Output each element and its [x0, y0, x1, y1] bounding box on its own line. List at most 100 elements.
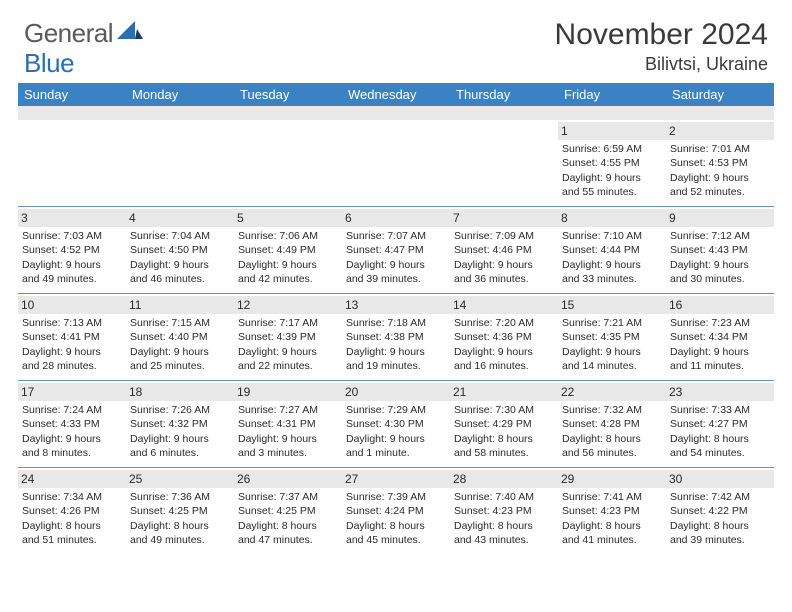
- day-detail: Sunset: 4:53 PM: [670, 156, 770, 170]
- day-cell: [18, 120, 126, 206]
- day-number: 26: [234, 470, 342, 488]
- day-number: 29: [558, 470, 666, 488]
- day-cell: 4 Sunrise: 7:04 AMSunset: 4:50 PMDaylight…: [126, 207, 234, 293]
- day-detail: Sunrise: 7:04 AM: [130, 229, 230, 243]
- day-detail: Sunset: 4:52 PM: [22, 243, 122, 257]
- day-detail: Sunrise: 7:24 AM: [22, 403, 122, 417]
- day-detail: Sunset: 4:43 PM: [670, 243, 770, 257]
- day-detail: Sunset: 4:25 PM: [238, 504, 338, 518]
- day-detail: Daylight: 8 hours: [346, 519, 446, 533]
- day-detail: and 22 minutes.: [238, 359, 338, 373]
- day-detail: and 58 minutes.: [454, 446, 554, 460]
- day-detail: Daylight: 9 hours: [346, 432, 446, 446]
- day-number: [18, 122, 126, 140]
- location: Bilivtsi, Ukraine: [555, 54, 768, 75]
- day-detail: and 8 minutes.: [22, 446, 122, 460]
- day-detail: Sunrise: 7:21 AM: [562, 316, 662, 330]
- day-detail: Daylight: 9 hours: [238, 345, 338, 359]
- day-cell: 2Sunrise: 7:01 AMSunset: 4:53 PMDaylight…: [666, 120, 774, 206]
- day-detail: Sunset: 4:26 PM: [22, 504, 122, 518]
- day-detail: and 6 minutes.: [130, 446, 230, 460]
- day-detail: Sunrise: 7:07 AM: [346, 229, 446, 243]
- logo-blue-wrap: Blue: [24, 48, 74, 79]
- day-header: Thursday: [450, 83, 558, 106]
- day-detail: Daylight: 9 hours: [130, 258, 230, 272]
- day-cell: 29Sunrise: 7:41 AMSunset: 4:23 PMDayligh…: [558, 468, 666, 554]
- weeks-container: 1Sunrise: 6:59 AMSunset: 4:55 PMDaylight…: [18, 120, 774, 554]
- day-number: 5: [234, 209, 342, 227]
- logo-sail-icon: [117, 21, 143, 46]
- day-detail: Daylight: 9 hours: [454, 258, 554, 272]
- day-detail: Daylight: 9 hours: [346, 345, 446, 359]
- day-header: Friday: [558, 83, 666, 106]
- day-number: 18: [126, 383, 234, 401]
- day-header: Wednesday: [342, 83, 450, 106]
- day-detail: Daylight: 9 hours: [454, 345, 554, 359]
- week-row: 1Sunrise: 6:59 AMSunset: 4:55 PMDaylight…: [18, 120, 774, 206]
- day-number: 10: [18, 296, 126, 314]
- day-detail: Sunset: 4:31 PM: [238, 417, 338, 431]
- day-detail: Sunset: 4:23 PM: [562, 504, 662, 518]
- day-detail: Sunrise: 6:59 AM: [562, 142, 662, 156]
- day-number: 28: [450, 470, 558, 488]
- day-detail: and 45 minutes.: [346, 533, 446, 547]
- title-block: November 2024 Bilivtsi, Ukraine: [555, 18, 768, 75]
- day-number: 9: [666, 209, 774, 227]
- day-detail: Sunrise: 7:32 AM: [562, 403, 662, 417]
- day-detail: Sunrise: 7:37 AM: [238, 490, 338, 504]
- day-detail: Sunrise: 7:34 AM: [22, 490, 122, 504]
- day-detail: and 56 minutes.: [562, 446, 662, 460]
- day-detail: and 47 minutes.: [238, 533, 338, 547]
- day-detail: and 19 minutes.: [346, 359, 446, 373]
- day-detail: and 51 minutes.: [22, 533, 122, 547]
- day-detail: Sunset: 4:50 PM: [130, 243, 230, 257]
- day-detail: Sunset: 4:46 PM: [454, 243, 554, 257]
- day-number: 16: [666, 296, 774, 314]
- day-detail: Sunrise: 7:12 AM: [670, 229, 770, 243]
- day-number: 6: [342, 209, 450, 227]
- day-detail: Sunrise: 7:40 AM: [454, 490, 554, 504]
- month-title: November 2024: [555, 18, 768, 52]
- day-number: 11: [126, 296, 234, 314]
- day-number: 21: [450, 383, 558, 401]
- day-cell: 14Sunrise: 7:20 AMSunset: 4:36 PMDayligh…: [450, 294, 558, 380]
- week-row: 3Sunrise: 7:03 AMSunset: 4:52 PMDaylight…: [18, 206, 774, 293]
- day-cell: 7Sunrise: 7:09 AMSunset: 4:46 PMDaylight…: [450, 207, 558, 293]
- day-detail: Daylight: 8 hours: [238, 519, 338, 533]
- day-detail: and 33 minutes.: [562, 272, 662, 286]
- day-number: 2: [666, 122, 774, 140]
- day-detail: and 39 minutes.: [346, 272, 446, 286]
- day-detail: Sunset: 4:34 PM: [670, 330, 770, 344]
- day-detail: and 42 minutes.: [238, 272, 338, 286]
- day-detail: Sunrise: 7:39 AM: [346, 490, 446, 504]
- day-detail: Daylight: 9 hours: [22, 258, 122, 272]
- day-cell: 27Sunrise: 7:39 AMSunset: 4:24 PMDayligh…: [342, 468, 450, 554]
- day-detail: Daylight: 8 hours: [130, 519, 230, 533]
- day-number: 15: [558, 296, 666, 314]
- day-detail: Daylight: 8 hours: [454, 432, 554, 446]
- day-detail: Daylight: 8 hours: [562, 432, 662, 446]
- day-detail: and 49 minutes.: [22, 272, 122, 286]
- day-number: 22: [558, 383, 666, 401]
- day-detail: Sunrise: 7:03 AM: [22, 229, 122, 243]
- day-detail: Sunrise: 7:33 AM: [670, 403, 770, 417]
- day-detail: Daylight: 9 hours: [22, 432, 122, 446]
- day-number: [342, 122, 450, 140]
- day-detail: Sunset: 4:41 PM: [22, 330, 122, 344]
- day-number: 4: [126, 209, 234, 227]
- day-detail: Sunrise: 7:01 AM: [670, 142, 770, 156]
- day-cell: 1Sunrise: 6:59 AMSunset: 4:55 PMDaylight…: [558, 120, 666, 206]
- day-detail: Daylight: 9 hours: [130, 432, 230, 446]
- week-row: 10Sunrise: 7:13 AMSunset: 4:41 PMDayligh…: [18, 293, 774, 380]
- day-detail: Sunrise: 7:36 AM: [130, 490, 230, 504]
- day-detail: Sunrise: 7:41 AM: [562, 490, 662, 504]
- day-detail: and 14 minutes.: [562, 359, 662, 373]
- day-detail: and 55 minutes.: [562, 185, 662, 199]
- day-cell: 5Sunrise: 7:06 AMSunset: 4:49 PMDaylight…: [234, 207, 342, 293]
- day-number: [234, 122, 342, 140]
- day-detail: Daylight: 9 hours: [130, 345, 230, 359]
- day-cell: 21Sunrise: 7:30 AMSunset: 4:29 PMDayligh…: [450, 381, 558, 467]
- day-detail: and 46 minutes.: [130, 272, 230, 286]
- day-number: 23: [666, 383, 774, 401]
- logo-text-general: General: [24, 18, 113, 49]
